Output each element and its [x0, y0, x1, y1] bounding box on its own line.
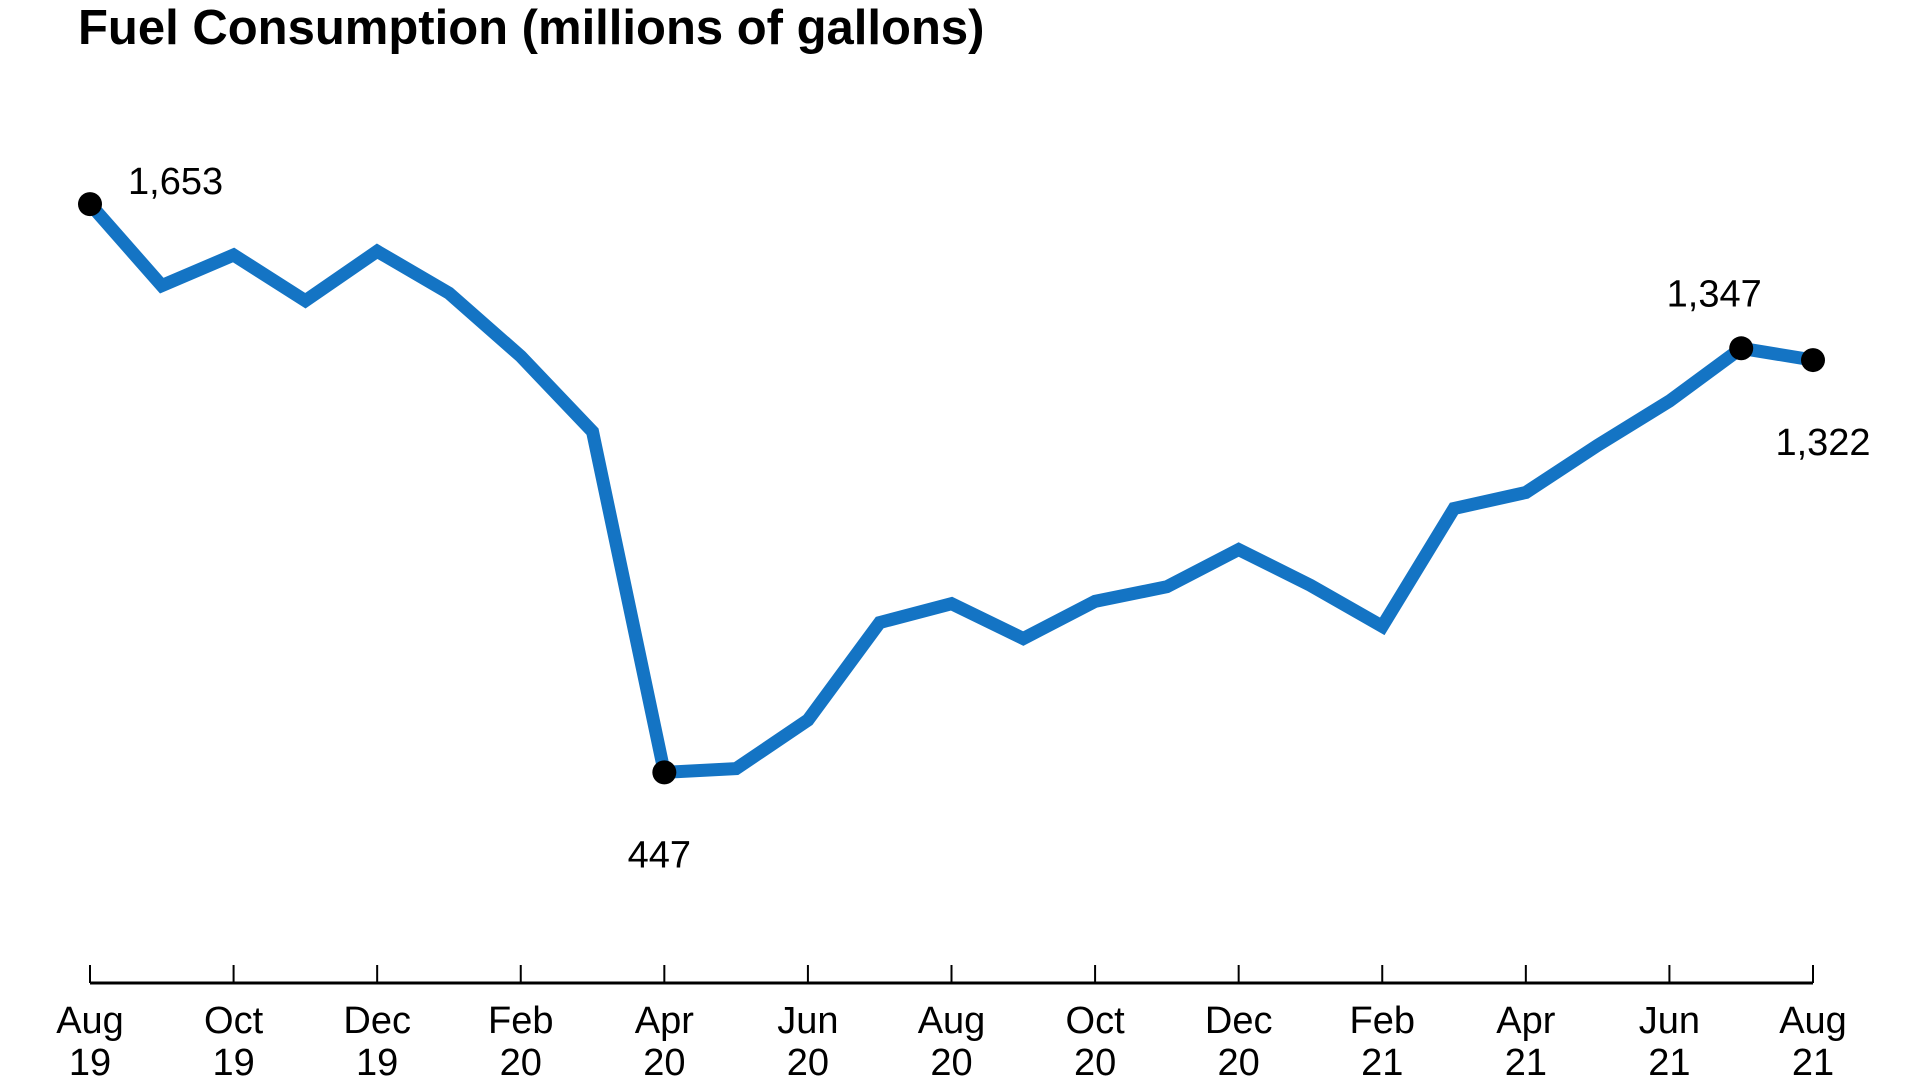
data-label: 1,347	[1667, 273, 1762, 315]
x-tick-label-month: Oct	[204, 1000, 264, 1042]
data-point-marker	[78, 192, 102, 217]
x-tick-label-month: Oct	[1066, 1000, 1126, 1042]
x-tick-label-year: 21	[1505, 1042, 1547, 1080]
x-tick-label-month: Jun	[1639, 1000, 1700, 1042]
x-tick-label-year: 19	[212, 1042, 254, 1080]
x-tick-label-month: Aug	[56, 1000, 124, 1042]
x-tick-label-year: 19	[356, 1042, 398, 1080]
x-tick-label-month: Aug	[1779, 1000, 1847, 1042]
data-point-marker	[652, 760, 677, 785]
x-tick-label-month: Feb	[488, 1000, 553, 1042]
data-label: 447	[628, 834, 691, 876]
x-tick-label-year: 20	[643, 1042, 685, 1080]
x-tick-label-month: Apr	[635, 1000, 694, 1042]
x-tick-label-year: 20	[1074, 1042, 1116, 1080]
x-tick-label-month: Dec	[1205, 1000, 1273, 1042]
data-label: 1,322	[1775, 422, 1870, 464]
x-tick-label-month: Jun	[777, 1000, 838, 1042]
x-tick-label-year: 21	[1792, 1042, 1834, 1080]
x-tick-label-year: 21	[1361, 1042, 1403, 1080]
x-tick-label-year: 20	[500, 1042, 542, 1080]
data-series-line	[85, 199, 1815, 780]
x-tick-label-year: 20	[787, 1042, 829, 1080]
x-tick-label-year: 20	[930, 1042, 972, 1080]
x-tick-label-month: Aug	[918, 1000, 986, 1042]
x-tick-label-year: 20	[1218, 1042, 1260, 1080]
x-tick-label-year: 21	[1648, 1042, 1690, 1080]
x-tick-label-year: 19	[69, 1042, 111, 1080]
chart-title: Fuel Consumption (millions of gallons)	[78, 1, 985, 55]
x-tick-label-month: Apr	[1496, 1000, 1555, 1042]
x-tick-label-month: Dec	[343, 1000, 411, 1042]
x-tick-label-month: Feb	[1350, 1000, 1415, 1042]
data-point-marker	[1801, 348, 1825, 373]
data-label: 1,653	[128, 161, 223, 203]
data-point-marker	[1729, 336, 1754, 361]
